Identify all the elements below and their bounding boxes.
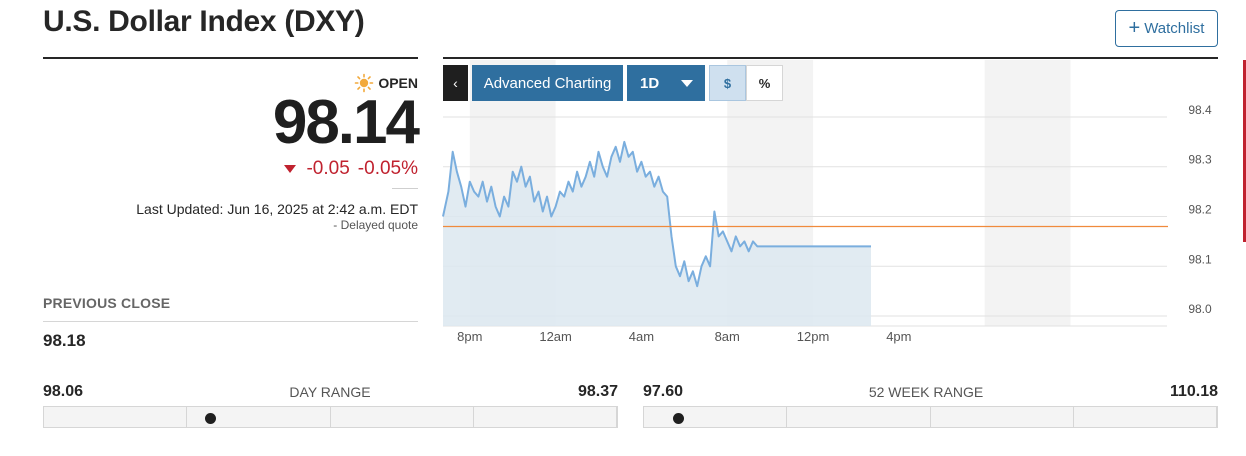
week52-range-high: 110.18	[1169, 383, 1218, 400]
day-range-high: 98.37	[577, 383, 618, 400]
day-range-label: DAY RANGE	[289, 384, 371, 400]
range-segment	[474, 407, 617, 427]
sun-icon	[355, 73, 374, 93]
watchlist-label: Watchlist	[1144, 20, 1205, 37]
week52-range-low: 97.60	[643, 383, 684, 400]
x-tick-label: 12pm	[797, 329, 830, 344]
chevron-down-icon	[681, 80, 693, 87]
week52-range-marker	[672, 413, 684, 424]
x-tick-label: 8am	[715, 329, 740, 344]
delayed-label: Delayed quote	[340, 218, 418, 232]
previous-close-label: PREVIOUS CLOSE	[43, 295, 171, 311]
range-segment	[331, 407, 474, 427]
current-price: 98.14	[272, 88, 420, 157]
x-tick-label: 4pm	[886, 329, 911, 344]
chevron-left-icon: ‹	[453, 75, 458, 91]
interval-select[interactable]: 1D	[627, 65, 705, 101]
change-value: -0.05	[306, 158, 350, 179]
add-watchlist-button[interactable]: + Watchlist	[1115, 10, 1218, 47]
range-segment	[644, 407, 788, 427]
price-change: -0.05 -0.05%	[284, 158, 418, 180]
change-percent: -0.05%	[357, 158, 418, 179]
x-tick-label: 4am	[629, 329, 654, 344]
down-arrow-icon	[284, 165, 297, 173]
range-segment	[1074, 407, 1217, 427]
delayed-prefix: -	[333, 218, 338, 232]
interval-label: 1D	[640, 74, 660, 92]
week52-range-bar	[643, 406, 1218, 428]
x-tick-label: 8pm	[457, 329, 482, 344]
market-status-label: OPEN	[378, 75, 418, 91]
last-updated: Last Updated: Jun 16, 2025 at 2:42 a.m. …	[136, 201, 418, 217]
y-tick-label: 98.1	[1188, 252, 1212, 266]
price-area	[443, 141, 871, 326]
session-band	[984, 60, 1071, 326]
y-tick-label: 98.4	[1188, 103, 1212, 117]
percent-toggle[interactable]: %	[746, 65, 783, 101]
quote-divider	[43, 57, 418, 59]
y-tick-label: 98.2	[1188, 203, 1212, 217]
x-tick-label: 12am	[539, 329, 572, 344]
range-segment	[44, 407, 188, 427]
page-title: U.S. Dollar Index (DXY)	[43, 5, 365, 38]
scroll-indicator	[1243, 60, 1246, 242]
chart-divider	[443, 57, 1218, 59]
range-segment	[187, 407, 331, 427]
y-tick-label: 98.0	[1188, 302, 1212, 316]
dollar-toggle[interactable]: $	[709, 65, 746, 101]
plus-icon: +	[1128, 16, 1141, 39]
advanced-charting-button[interactable]: Advanced Charting	[472, 65, 623, 101]
price-line	[442, 140, 871, 288]
day-range-bar	[43, 406, 618, 428]
collapse-toolbar-button[interactable]: ‹	[443, 65, 468, 101]
market-status: OPEN	[354, 73, 418, 93]
delayed-quote: - Delayed quote	[333, 218, 418, 232]
day-range-low: 98.06	[43, 383, 84, 400]
range-segment	[787, 407, 931, 427]
previous-close-value: 98.18	[43, 331, 86, 350]
week52-range-label: 52 WEEK RANGE	[868, 384, 984, 400]
y-tick-label: 98.3	[1188, 153, 1212, 167]
day-range-marker	[204, 413, 216, 424]
range-segment	[931, 407, 1074, 427]
previous-close-divider	[43, 321, 418, 322]
change-divider	[392, 188, 418, 189]
